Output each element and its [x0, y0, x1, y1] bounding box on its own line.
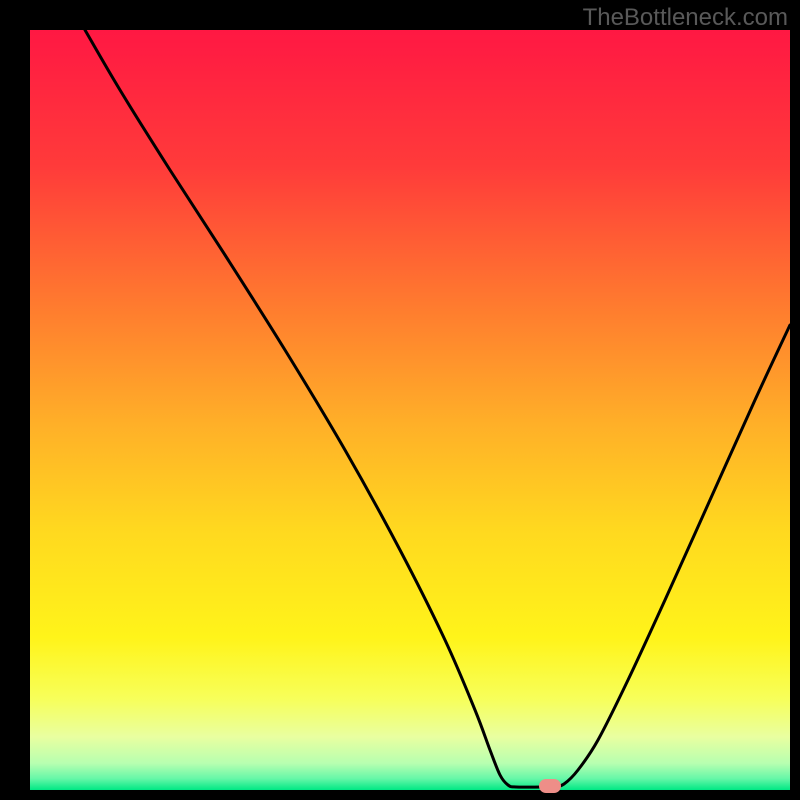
optimal-marker [539, 779, 561, 793]
watermark-text: TheBottleneck.com [583, 4, 788, 32]
plot-area [30, 30, 790, 790]
chart-stage: TheBottleneck.com [0, 0, 800, 800]
bottleneck-curve [30, 30, 790, 790]
